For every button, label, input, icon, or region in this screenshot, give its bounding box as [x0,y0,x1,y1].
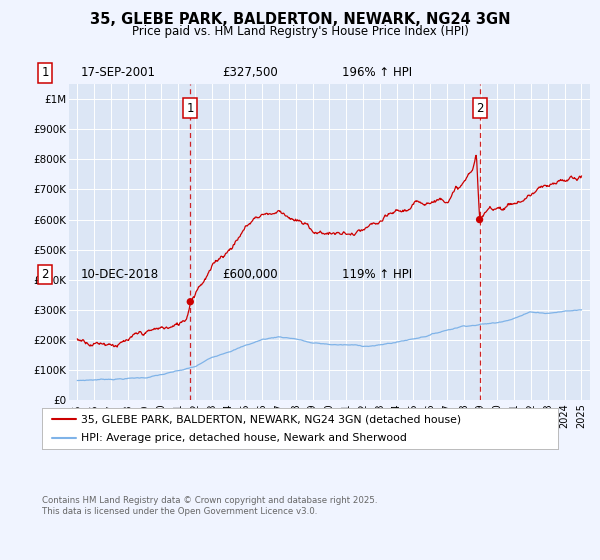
Text: £600,000: £600,000 [222,268,278,281]
Point [475,215,484,224]
Text: 35, GLEBE PARK, BALDERTON, NEWARK, NG24 3GN: 35, GLEBE PARK, BALDERTON, NEWARK, NG24 … [90,12,510,27]
Text: 119% ↑ HPI: 119% ↑ HPI [342,268,412,281]
Text: 35, GLEBE PARK, BALDERTON, NEWARK, NG24 3GN (detached house): 35, GLEBE PARK, BALDERTON, NEWARK, NG24 … [80,414,461,424]
Text: Contains HM Land Registry data © Crown copyright and database right 2025.
This d: Contains HM Land Registry data © Crown c… [42,496,377,516]
Text: 17-SEP-2001: 17-SEP-2001 [81,66,156,80]
Point [185,297,195,306]
Text: £327,500: £327,500 [222,66,278,80]
Text: 1: 1 [41,66,49,80]
Text: 196% ↑ HPI: 196% ↑ HPI [342,66,412,80]
Text: 10-DEC-2018: 10-DEC-2018 [81,268,159,281]
Text: 1: 1 [187,101,194,115]
Text: 2: 2 [476,101,484,115]
Text: Price paid vs. HM Land Registry's House Price Index (HPI): Price paid vs. HM Land Registry's House … [131,25,469,38]
Text: HPI: Average price, detached house, Newark and Sherwood: HPI: Average price, detached house, Newa… [80,432,407,442]
Text: 2: 2 [41,268,49,281]
